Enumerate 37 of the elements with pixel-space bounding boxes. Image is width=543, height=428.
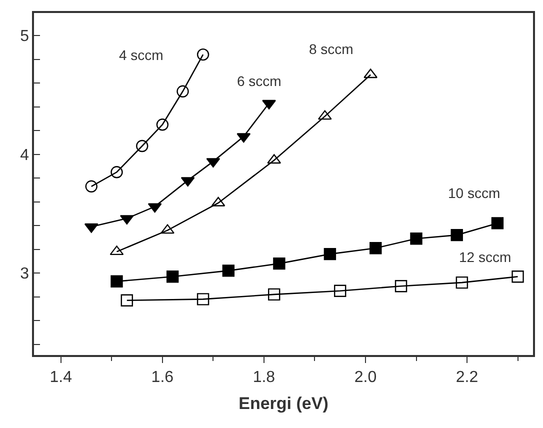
point [196,293,210,306]
point [394,280,408,292]
point [120,294,133,306]
y-tick-label: 4 [20,146,30,164]
point [512,270,524,283]
point [85,180,98,192]
point [110,166,123,178]
x-tick-label: 1.8 [252,368,276,386]
point [166,270,179,283]
point [196,48,210,61]
text: 4 sccm [119,47,164,63]
point [410,232,422,245]
point [334,284,346,297]
point [370,242,382,254]
point [176,85,189,98]
x-axis-title: Energi (eV) [238,394,328,413]
series-label: 8 sccm [309,41,354,57]
point [222,264,235,277]
x-tick-label: 1.6 [151,368,174,386]
series-label: 10 sccm [448,185,500,201]
series-label: 6 sccm [237,73,282,89]
point [491,217,504,230]
y-tick-label: 3 [20,266,30,283]
point [268,288,280,301]
point [160,224,174,234]
point [156,118,169,131]
series-label: 12 sccm [459,249,512,265]
point [456,276,468,289]
point [450,228,463,242]
x-tick-label: 2.0 [354,368,377,386]
point [110,275,123,288]
x-tick-label: 1.4 [50,368,72,386]
y-tick-label: 5 [20,28,30,46]
point [136,140,148,152]
x-tick-label: 2.2 [456,368,478,386]
point [273,257,286,270]
point [324,248,336,260]
